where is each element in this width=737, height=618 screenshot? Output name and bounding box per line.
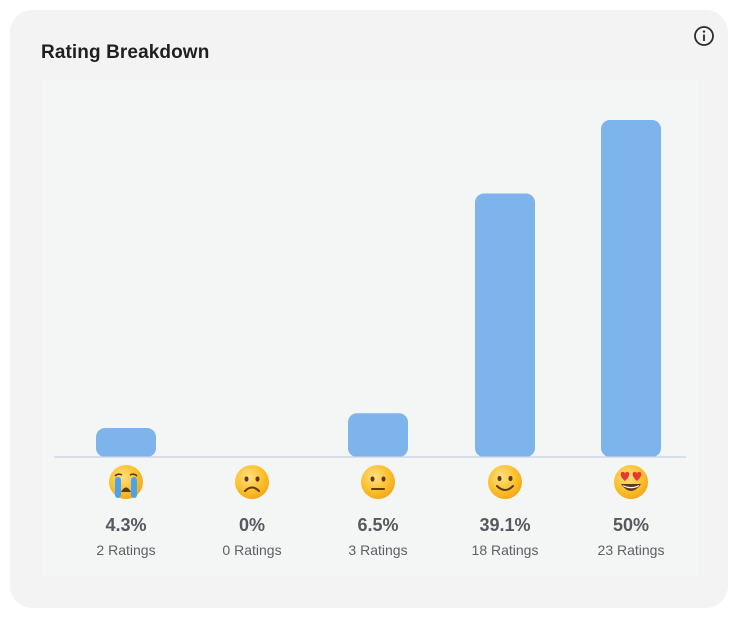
rating-column-heart-eyes: 50% 23 Ratings (571, 79, 691, 577)
percentage-label: 6.5% (357, 515, 399, 535)
chart-area: 4.3% 2 Ratings 0% 0 Ratings 6.5% 3 Ratings (42, 79, 698, 577)
rating-column-frowning: 0% 0 Ratings (192, 79, 312, 577)
percentage-label: 0% (238, 515, 265, 535)
card-title: Rating Breakdown (41, 42, 210, 63)
ratings-count-label: 18 Ratings (471, 542, 539, 558)
rating-column-smiling: 39.1% 18 Ratings (445, 79, 565, 577)
percentage-label: 4.3% (105, 515, 147, 535)
ratings-count-label: 2 Ratings (96, 542, 156, 558)
bar-smiling (475, 193, 535, 457)
percentage-label: 50% (612, 515, 650, 535)
ratings-count-label: 0 Ratings (222, 542, 282, 558)
smiling-face-icon (487, 464, 523, 500)
neutral-face-icon (360, 464, 396, 500)
bar-neutral (348, 413, 408, 457)
frowning-face-icon (234, 464, 270, 500)
percentage-label: 39.1% (479, 515, 531, 535)
bar-crying (96, 428, 156, 457)
ratings-count-label: 23 Ratings (597, 542, 665, 558)
rating-column-neutral: 6.5% 3 Ratings (318, 79, 438, 577)
bar-heart-eyes (601, 120, 661, 457)
rating-breakdown-card: Rating Breakdown 4.3% 2 Ratings (10, 10, 728, 608)
ratings-count-label: 3 Ratings (348, 542, 408, 558)
rating-column-crying: 4.3% 2 Ratings (66, 79, 186, 577)
bar-chart (54, 120, 686, 458)
crying-face-icon (108, 464, 144, 500)
heart-eyes-face-icon (613, 464, 649, 500)
info-icon[interactable] (693, 25, 715, 47)
